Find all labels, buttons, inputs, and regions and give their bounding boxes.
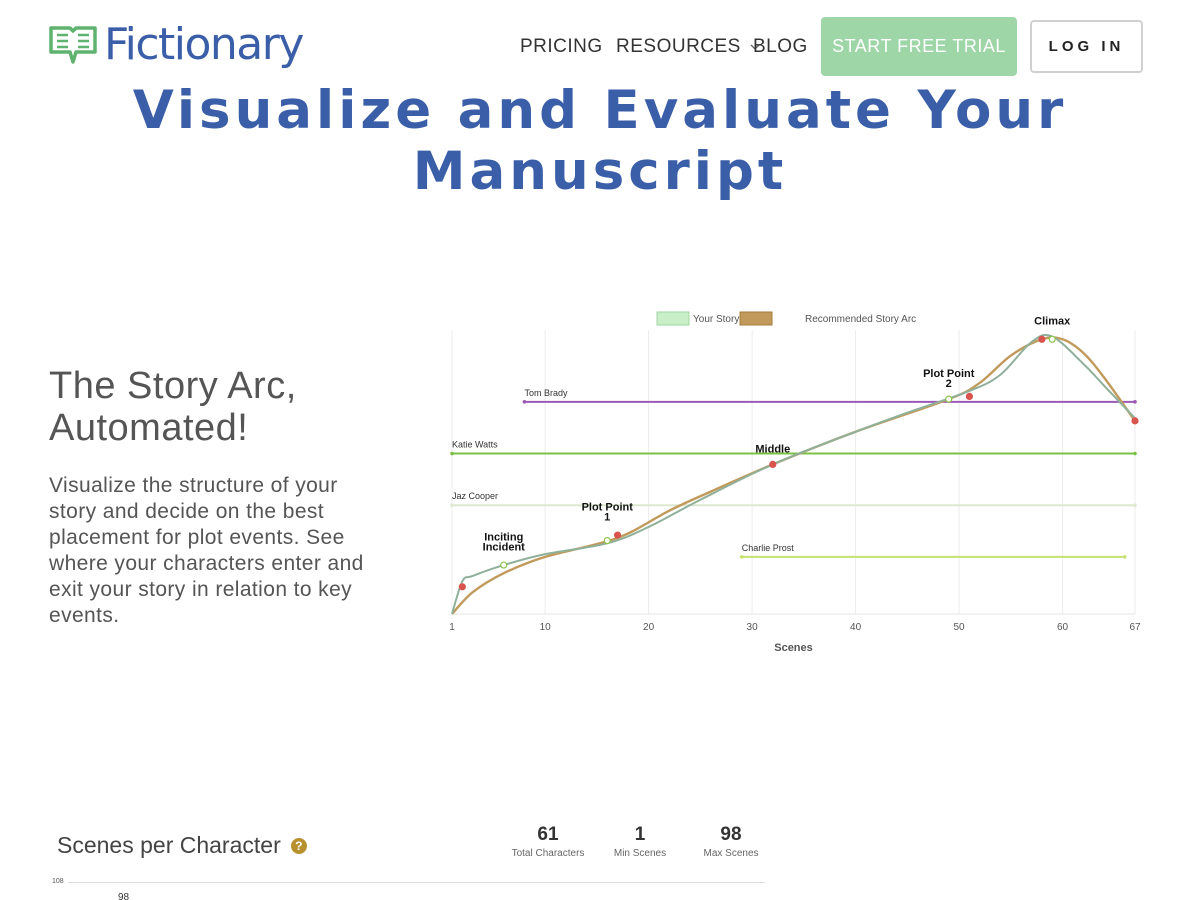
chevron-down-icon	[750, 44, 760, 50]
stat-value: 61	[537, 824, 559, 845]
logo[interactable]: Fictionary	[48, 19, 304, 70]
annotation-label: Inciting	[484, 531, 523, 543]
site-header: Fictionary PRICING RESOURCES BLOG START …	[0, 0, 1200, 90]
annotation-label: Middle	[755, 443, 790, 455]
event-marker	[1131, 417, 1139, 425]
x-tick-label: 60	[1057, 622, 1069, 633]
character-label: Charlie Prost	[742, 543, 795, 553]
stat-value: 98	[720, 824, 742, 845]
stat-label: Max Scenes	[703, 848, 759, 859]
character-label: Katie Watts	[452, 440, 498, 450]
annotation-label: Plot Point	[582, 501, 634, 513]
x-tick-label: 1	[449, 622, 455, 633]
scenes-per-character-title: Scenes per Character ?	[57, 832, 307, 859]
character-start-dot	[739, 555, 744, 559]
event-marker	[769, 460, 777, 468]
story-arc-chart: Your Story Arc Recommended Story Arc 1 10 20…	[449, 311, 1141, 654]
stat-label: Min Scenes	[613, 848, 667, 859]
legend-label: Your Story Arc	[693, 314, 757, 325]
event-marker	[500, 561, 508, 569]
stat-min-scenes: 1 Min Scenes	[595, 824, 685, 859]
x-tick-label: 50	[954, 622, 966, 633]
annotation-label: Incident	[483, 541, 526, 553]
scenes-per-character-label: Scenes per Character	[57, 832, 281, 858]
nav-pricing[interactable]: PRICING	[520, 36, 603, 57]
legend-label: Recommended Story Arc	[805, 314, 916, 325]
event-marker	[1048, 335, 1056, 343]
event-marker	[945, 395, 953, 403]
x-axis-title: Scenes	[774, 642, 813, 654]
nav-resources[interactable]: RESOURCES	[616, 36, 761, 58]
character-end-dot	[1122, 555, 1127, 559]
section-title-line1: The Story Arc,	[49, 365, 297, 407]
stat-max-scenes: 98 Max Scenes	[686, 824, 776, 859]
character-label: Tom Brady	[524, 388, 568, 398]
help-icon[interactable]: ?	[290, 837, 307, 854]
event-marker	[1038, 335, 1046, 343]
book-speech-icon	[49, 26, 97, 64]
legend-swatch	[656, 311, 690, 326]
annotation-label: Climax	[1034, 316, 1071, 328]
brand-name: Fictionary	[104, 19, 304, 70]
x-tick-label: 10	[540, 622, 552, 633]
event-marker	[613, 531, 622, 539]
nav-blog[interactable]: BLOG	[753, 36, 808, 57]
character-start-dot	[450, 503, 454, 507]
x-tick-label: 40	[850, 622, 862, 633]
bar-value-label: 98	[118, 892, 130, 900]
login-button[interactable]: LOG IN	[1030, 20, 1143, 73]
section-title: The Story Arc, Automated!	[49, 365, 297, 449]
character-label: Jaz Cooper	[452, 491, 498, 501]
x-tick-label: 67	[1129, 622, 1141, 633]
character-end-dot	[1133, 451, 1137, 456]
section-description: Visualize the structure of your story an…	[49, 474, 364, 627]
x-tick-label: 30	[747, 622, 759, 633]
y-axis-max-label: 108	[52, 878, 64, 885]
series-line	[451, 336, 1136, 615]
nav-resources-label: RESOURCES	[616, 36, 741, 57]
hero-title: Visualize and Evaluate Your Manuscript	[132, 80, 1068, 202]
annotation-label: 2	[946, 378, 952, 390]
annotation-label: 1	[604, 511, 610, 523]
x-tick-label: 20	[643, 622, 655, 633]
stat-label: Total Characters	[511, 848, 585, 859]
series-line	[451, 333, 1136, 615]
annotation-label: Plot Point	[923, 368, 975, 380]
event-marker	[603, 536, 611, 545]
stat-value: 1	[634, 824, 646, 845]
section-title-line2: Automated!	[49, 407, 249, 449]
character-start-dot	[522, 400, 527, 404]
event-marker	[458, 583, 466, 591]
legend-swatch	[739, 311, 773, 326]
event-marker	[965, 392, 974, 401]
character-end-dot	[1133, 400, 1137, 404]
character-end-dot	[1133, 503, 1137, 507]
character-start-dot	[450, 451, 454, 456]
stat-total-characters: 61 Total Characters	[503, 824, 593, 859]
chart-gridline	[68, 882, 765, 883]
start-free-trial-button[interactable]: START FREE TRIAL	[821, 17, 1017, 76]
